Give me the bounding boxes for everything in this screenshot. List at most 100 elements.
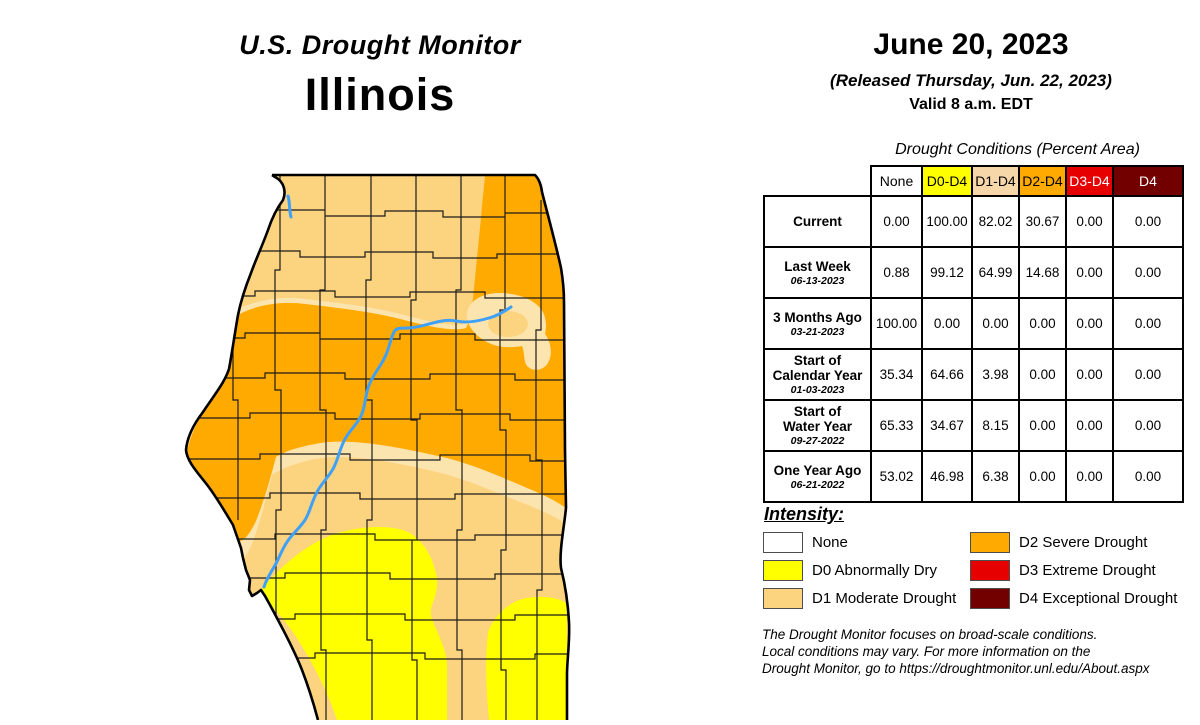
table-title: Drought Conditions (Percent Area): [895, 141, 1140, 158]
pocket-center: [488, 311, 528, 337]
cell-value: 100.00: [921, 195, 973, 248]
illinois-map-svg: [184, 173, 571, 721]
legend-label: D4 Exceptional Drought: [1019, 589, 1178, 607]
table-row-one-year-ago: One Year Ago 06-21-2022 53.02 46.98 6.38 …: [763, 450, 1184, 503]
table-header-row: None D0-D4 D1-D4 D2-D4 D3-D4 D4: [764, 165, 1184, 197]
released-date: (Released Thursday, Jun. 22, 2023): [830, 71, 1112, 90]
row-label: One Year Ago: [773, 462, 862, 478]
legend-left-column: None D0 Abnormally Dry D1 Moderate Droug…: [763, 531, 956, 616]
cell-value: 100.00: [870, 297, 923, 350]
cell-value: 65.33: [870, 399, 923, 452]
cell-value: 0.00: [1112, 195, 1184, 248]
cell-value: 0.00: [1018, 348, 1067, 401]
d2-swatch: [970, 531, 1010, 553]
state-name-title: Illinois: [304, 69, 456, 120]
cell-value: 0.00: [870, 195, 923, 248]
cell-value: 3.98: [971, 348, 1020, 401]
map-title-block: U.S. Drought Monitor Illinois: [150, 30, 610, 121]
illinois-river: [262, 194, 513, 589]
col-header-d0d4: D0-D4: [921, 165, 973, 197]
cell-value: 0.00: [1112, 246, 1184, 299]
d4-swatch: [970, 587, 1010, 609]
disclaimer-text: The Drought Monitor focuses on broad-sca…: [762, 626, 1200, 677]
illinois-drought-map: [175, 160, 595, 721]
col-header-d1d4: D1-D4: [971, 165, 1020, 197]
valid-time: Valid 8 a.m. EDT: [909, 96, 1033, 113]
cell-value: 99.12: [921, 246, 973, 299]
report-date: June 20, 2023: [873, 28, 1069, 61]
cell-value: 0.00: [1018, 450, 1067, 503]
county-boundaries: [186, 175, 569, 720]
cell-value: 0.00: [1065, 399, 1114, 452]
col-header-d2d4: D2-D4: [1018, 165, 1067, 197]
disclaimer-line: Local conditions may vary. For more info…: [762, 644, 1091, 659]
d0-region-south-central: [260, 527, 447, 720]
legend-item-d2: D2 Severe Drought: [970, 531, 1177, 553]
cell-value: 64.99: [971, 246, 1020, 299]
legend-label: D2 Severe Drought: [1019, 533, 1148, 551]
drought-conditions-table: None D0-D4 D1-D4 D2-D4 D3-D4 D4 Current …: [763, 165, 1184, 503]
row-date: 09-27-2022: [790, 435, 845, 447]
cell-value: 0.00: [971, 297, 1020, 350]
usdm-title: U.S. Drought Monitor: [239, 30, 521, 60]
table-row-3-months-ago: 3 Months Ago 03-21-2023 100.00 0.00 0.00 …: [763, 297, 1184, 350]
disclaimer-line: The Drought Monitor focuses on broad-sca…: [762, 627, 1098, 642]
row-date: 06-13-2023: [790, 274, 845, 287]
cell-value: 0.00: [921, 297, 973, 350]
legend-item-d0: D0 Abnormally Dry: [763, 559, 956, 581]
cell-value: 0.00: [1065, 246, 1114, 299]
row-date: 01-03-2023: [790, 384, 845, 396]
legend-item-d3: D3 Extreme Drought: [970, 559, 1177, 581]
legend-label: D3 Extreme Drought: [1019, 561, 1156, 579]
table-row-last-week: Last Week 06-13-2023 0.88 99.12 64.99 14.…: [763, 246, 1184, 299]
legend-label: None: [812, 533, 848, 551]
disclaimer-line: Drought Monitor, go to https://droughtmo…: [762, 661, 1150, 676]
d3-swatch: [970, 559, 1010, 581]
state-outline: [184, 173, 571, 721]
legend-item-d4: D4 Exceptional Drought: [970, 587, 1178, 609]
drought-monitor-page: { "header": { "title": "U.S. Drought Mon…: [150, 28, 1200, 721]
cell-value: 46.98: [921, 450, 973, 503]
legend-item-d1: D1 Moderate Drought: [763, 587, 956, 609]
d0-swatch: [763, 559, 803, 581]
col-header-none: None: [870, 165, 923, 197]
cell-value: 0.00: [1065, 450, 1114, 503]
table-row-start-calendar-year: Start of Calendar Year 01-03-2023 35.34 6…: [763, 348, 1184, 401]
cell-value: 0.00: [1112, 450, 1184, 503]
cell-value: 0.00: [1112, 297, 1184, 350]
cell-value: 53.02: [870, 450, 923, 503]
cell-value: 0.88: [870, 246, 923, 299]
table-row-current: Current 0.00 100.00 82.02 30.67 0.00 0.0…: [763, 195, 1184, 248]
intensity-title: Intensity:: [764, 504, 845, 524]
col-header-d3d4: D3-D4: [1065, 165, 1114, 197]
cell-value: 0.00: [1065, 195, 1114, 248]
row-label: 3 Months Ago: [773, 309, 862, 325]
cell-value: 82.02: [971, 195, 1020, 248]
d1-swatch: [763, 587, 803, 609]
cell-value: 0.00: [1018, 297, 1067, 350]
cell-value: 8.15: [971, 399, 1020, 452]
row-date: 03-21-2023: [790, 325, 845, 338]
table-corner-cell: [764, 166, 871, 196]
cell-value: 0.00: [1065, 348, 1114, 401]
cell-value: 0.00: [1065, 297, 1114, 350]
row-label: Current: [793, 214, 842, 229]
cell-value: 14.68: [1018, 246, 1067, 299]
row-label: Start of Calendar Year: [772, 353, 863, 383]
drought-regions: [186, 175, 570, 720]
cell-value: 64.66: [921, 348, 973, 401]
table-row-start-water-year: Start of Water Year 09-27-2022 65.33 34.6…: [763, 399, 1184, 452]
col-header-d4: D4: [1112, 165, 1184, 197]
cell-value: 6.38: [971, 450, 1020, 503]
cell-value: 35.34: [870, 348, 923, 401]
row-label: Start of Water Year: [782, 404, 853, 434]
cell-value: 30.67: [1018, 195, 1067, 248]
cell-value: 0.00: [1112, 399, 1184, 452]
date-block: June 20, 2023 (Released Thursday, Jun. 2…: [755, 28, 1187, 114]
cell-value: 0.00: [1112, 348, 1184, 401]
legend-item-none: None: [763, 531, 956, 553]
cell-value: 0.00: [1018, 399, 1067, 452]
none-swatch: [763, 531, 803, 553]
row-label: Last Week: [784, 258, 851, 274]
cell-value: 34.67: [921, 399, 973, 452]
